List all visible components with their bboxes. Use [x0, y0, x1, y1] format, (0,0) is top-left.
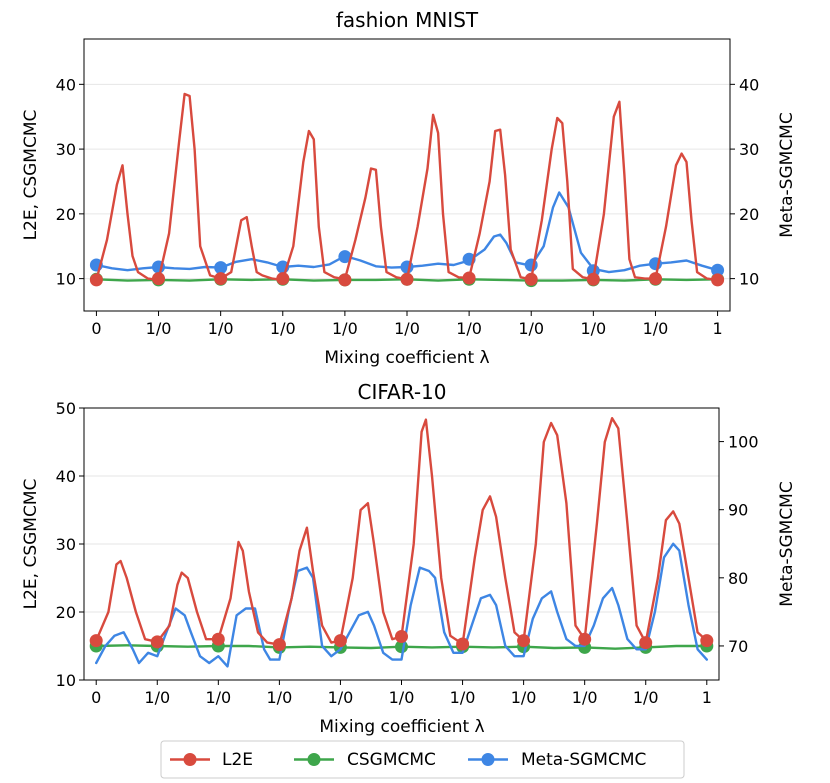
x-axis-label: Mixing coefficient λ — [319, 717, 484, 737]
data-point-l2e — [524, 272, 538, 286]
data-point-meta-sgmcmc — [338, 250, 352, 264]
y-tick-label: 20 — [56, 205, 76, 224]
legend-item-l2e: L2E — [170, 750, 253, 770]
y-axis-right-label: Meta-SGMCMC — [777, 112, 797, 237]
series-line-meta-sgmcmc — [94, 542, 708, 668]
x-tick-label: 1/0 — [144, 688, 170, 707]
data-point-meta-sgmcmc — [214, 261, 228, 275]
series-line-l2e — [95, 92, 719, 282]
legend-marker — [183, 753, 197, 766]
legend-item-meta-sgmcmc: Meta-SGMCMC — [468, 750, 646, 770]
data-point-l2e — [586, 272, 600, 286]
y-axis-left-label: L2E, CSGMCMC — [21, 479, 41, 610]
x-axis-ticks: 0 1/0 1/0 1/0 1/0 1/0 1/0 1/0 1/0 1/0 1 — [91, 311, 723, 338]
y-right-tick-label: 70 — [728, 637, 748, 656]
data-point-l2e — [517, 634, 531, 648]
data-point-l2e — [338, 273, 352, 287]
y-axis-left-ticks: 10 20 30 40 50 — [56, 399, 84, 690]
data-point-l2e — [639, 636, 653, 650]
x-tick-label: 1/0 — [394, 319, 420, 338]
data-point-l2e — [711, 273, 725, 287]
y-tick-label: 30 — [56, 535, 76, 554]
y-axis-left-ticks: 10 20 30 40 — [56, 75, 84, 289]
x-tick-label: 1/0 — [205, 688, 231, 707]
x-tick-label: 1/0 — [208, 319, 234, 338]
data-point-l2e — [272, 638, 286, 652]
x-tick-label: 1/0 — [328, 688, 354, 707]
legend-marker — [481, 753, 495, 766]
series-layer — [89, 92, 725, 288]
data-point-l2e — [89, 634, 103, 648]
x-tick-label: 1/0 — [146, 319, 172, 338]
x-axis-ticks: 0 1/0 1/0 1/0 1/0 1/0 1/0 1/0 1/0 1/0 1 — [91, 680, 712, 707]
data-point-l2e — [214, 272, 228, 286]
data-point-l2e — [700, 634, 714, 648]
x-tick-label: 1/0 — [580, 319, 606, 338]
legend-label: Meta-SGMCMC — [521, 750, 646, 770]
x-tick-label: 1/0 — [572, 688, 598, 707]
y-tick-label: 40 — [56, 467, 76, 486]
x-tick-label: 0 — [91, 319, 101, 338]
x-tick-label: 1/0 — [643, 319, 669, 338]
y-tick-label: 10 — [56, 671, 76, 690]
y-axis-left-label: L2E, CSGMCMC — [21, 110, 41, 241]
x-tick-label: 1 — [702, 688, 712, 707]
x-tick-label: 1/0 — [633, 688, 659, 707]
y-axis-right-ticks: 70 80 90 100 — [719, 433, 759, 656]
data-point-l2e — [395, 630, 408, 643]
x-tick-label: 0 — [91, 688, 101, 707]
y-right-tick-label: 30 — [739, 140, 759, 159]
x-tick-label: 1/0 — [450, 688, 476, 707]
x-tick-label: 1/0 — [389, 688, 415, 707]
y-tick-label: 30 — [56, 140, 76, 159]
x-tick-label: 1/0 — [270, 319, 296, 338]
y-right-tick-label: 80 — [728, 569, 748, 588]
data-point-l2e — [211, 632, 225, 646]
data-point-l2e — [150, 635, 164, 649]
y-tick-label: 50 — [56, 399, 76, 418]
y-axis-right-ticks: 10 20 30 40 — [730, 75, 759, 289]
data-point-l2e — [152, 272, 165, 286]
chart-fashion-mnist: fashion MNIST 0 1/0 1/0 1/0 1/0 1/0 1/0 1/0 1/0 1… — [21, 8, 797, 368]
legend-label: L2E — [222, 750, 253, 770]
data-point-l2e — [456, 637, 470, 651]
y-right-tick-label: 100 — [728, 433, 759, 452]
chart-cifar-10: CIFAR-10 0 1/0 1/0 1/0 1/0 1/0 1/0 1/0 1/0 1/0 1 1… — [21, 380, 797, 737]
x-tick-label: 1/0 — [456, 319, 482, 338]
y-right-tick-label: 40 — [739, 75, 759, 94]
legend-label: CSGMCMC — [347, 750, 436, 770]
y-tick-label: 40 — [56, 75, 76, 94]
chart-title: fashion MNIST — [336, 8, 479, 32]
x-tick-label: 1/0 — [332, 319, 358, 338]
chart-title: CIFAR-10 — [358, 380, 447, 404]
legend-box — [160, 740, 685, 779]
gridlines — [84, 83, 730, 280]
data-point-meta-sgmcmc — [711, 263, 725, 277]
y-right-tick-label: 20 — [739, 205, 759, 224]
data-point-l2e — [400, 272, 414, 286]
y-tick-label: 20 — [56, 603, 76, 622]
x-axis-label: Mixing coefficient λ — [324, 348, 489, 368]
legend-marker — [307, 753, 321, 766]
y-axis-right-label: Meta-SGMCMC — [777, 481, 797, 606]
data-point-l2e — [89, 273, 103, 287]
x-tick-label: 1 — [712, 319, 722, 338]
legend-item-csgmcmc: CSGMCMC — [294, 750, 436, 770]
series-line-meta-sgmcmc — [95, 191, 719, 274]
data-point-l2e — [333, 634, 347, 648]
data-point-l2e — [649, 272, 662, 286]
x-tick-label: 1/0 — [267, 688, 293, 707]
x-tick-label: 1/0 — [518, 319, 544, 338]
series-layer — [89, 417, 714, 668]
y-right-tick-label: 10 — [739, 270, 759, 289]
data-point-l2e — [578, 632, 592, 646]
y-right-tick-label: 90 — [728, 501, 748, 520]
x-tick-label: 1/0 — [511, 688, 537, 707]
data-point-l2e — [276, 272, 290, 286]
legend: L2E CSGMCMC Meta-SGMCMC — [160, 740, 685, 779]
data-point-l2e — [462, 271, 476, 285]
series-line-l2e — [94, 417, 708, 646]
y-tick-label: 10 — [56, 270, 76, 289]
